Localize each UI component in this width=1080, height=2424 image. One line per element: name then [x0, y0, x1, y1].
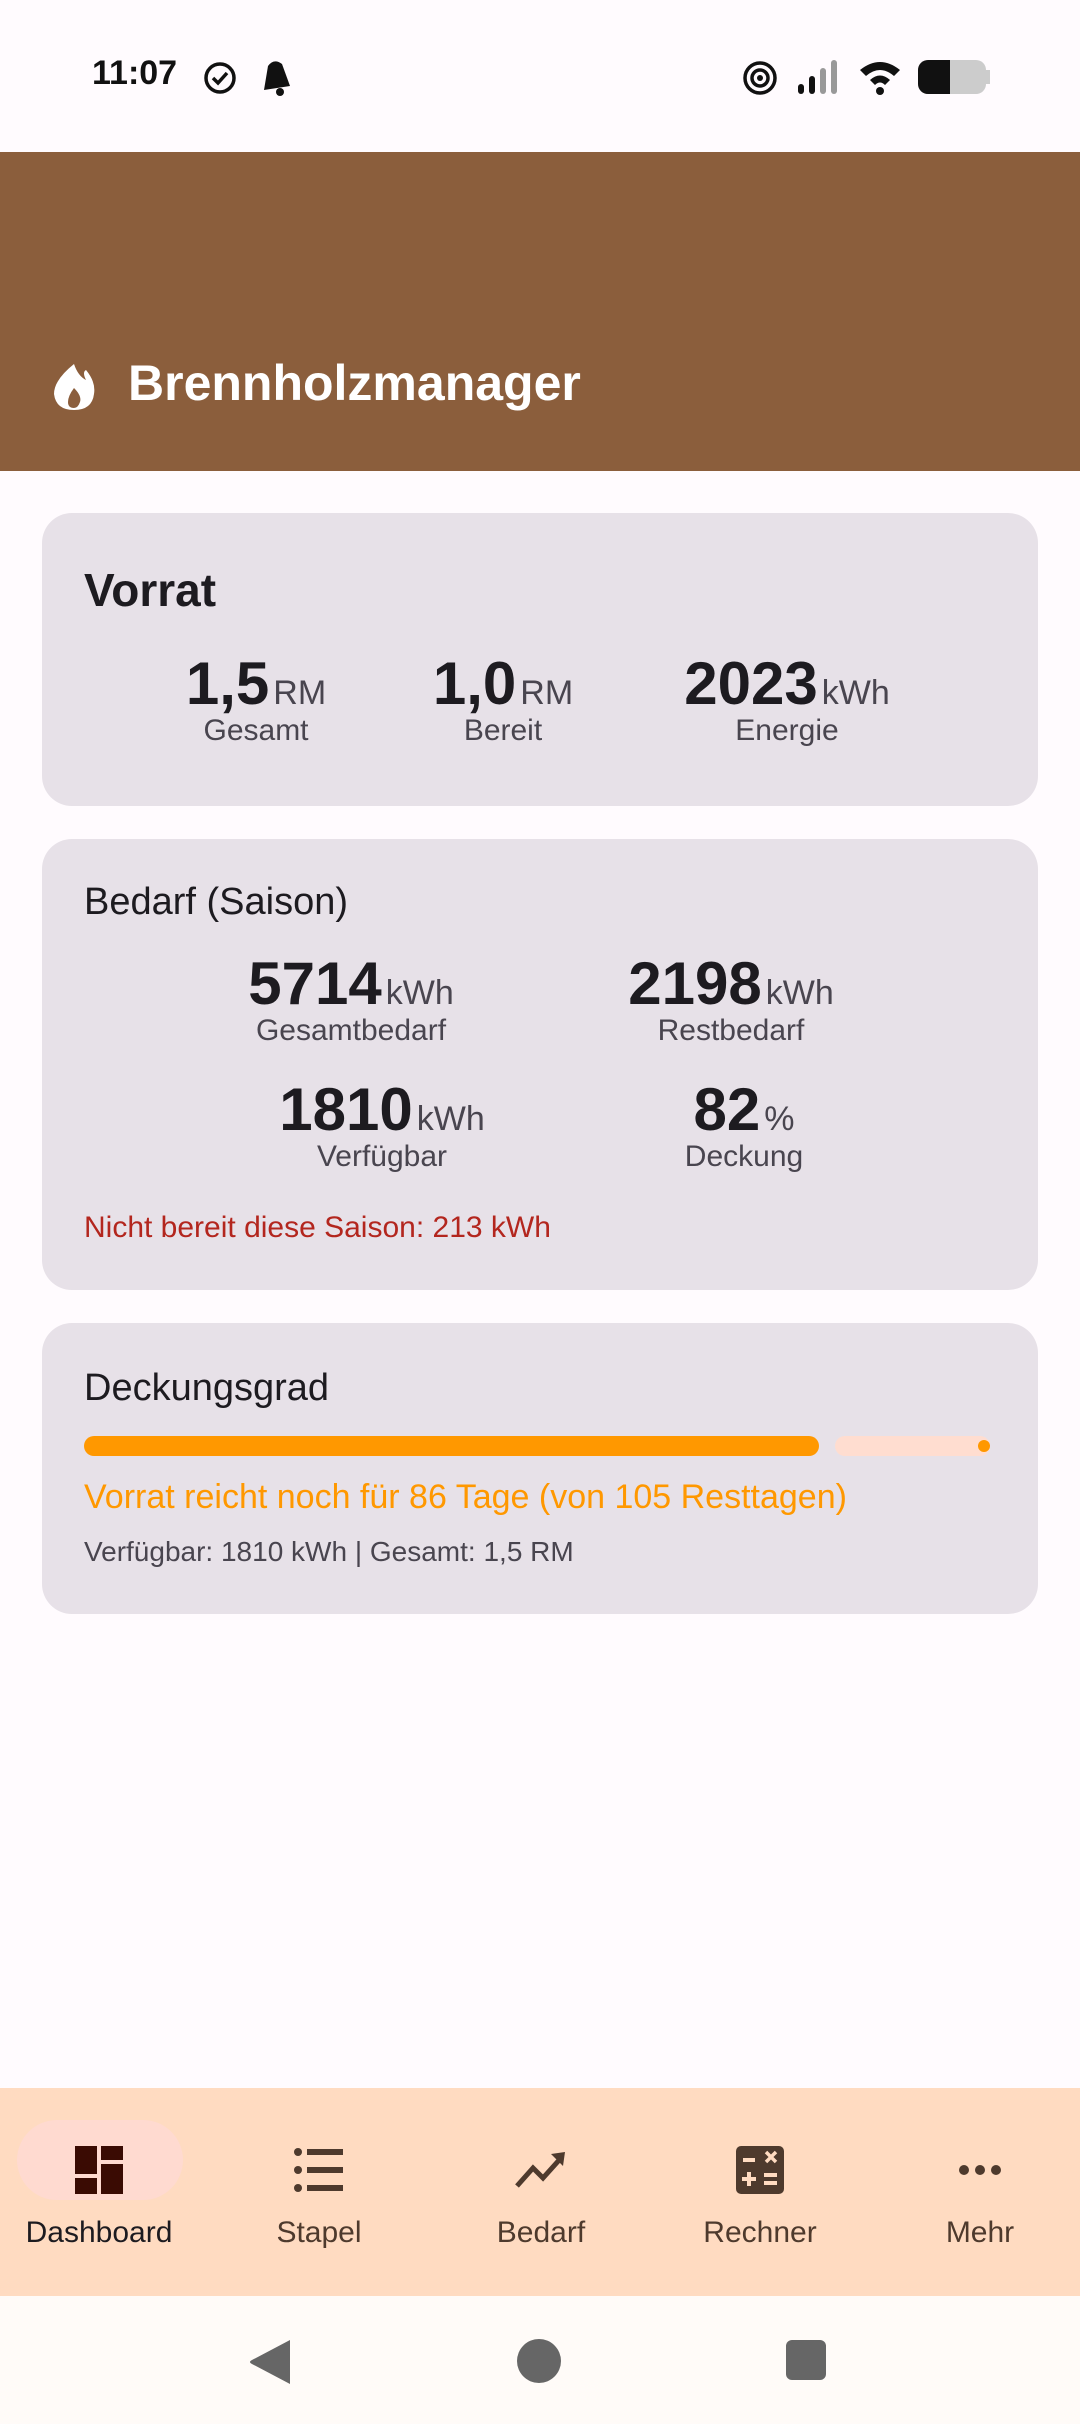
- system-navigation-bar: [0, 2296, 1080, 2424]
- nav-item-stapel[interactable]: Stapel: [219, 2088, 419, 2296]
- signal-icon: [798, 60, 837, 94]
- stat-label: Bereit: [463, 714, 543, 747]
- stat-label: Restbedarf: [657, 1014, 805, 1047]
- bottom-navigation: Dashboard Stapel Bedarf Rechner Mehr: [0, 2088, 1080, 2296]
- fire-icon: [54, 364, 95, 410]
- stat-gesamt: 1,5 RM Gesamt: [186, 649, 326, 748]
- back-icon[interactable]: [248, 2338, 292, 2386]
- nav-label: Bedarf: [496, 2216, 586, 2249]
- nav-item-rechner[interactable]: Rechner: [660, 2088, 860, 2296]
- stat-value: 1,5: [185, 650, 270, 717]
- stat-label: Energie: [735, 714, 839, 747]
- progress-fill: [84, 1436, 819, 1456]
- battery-icon: [918, 60, 990, 94]
- trending-up-icon: [515, 2152, 565, 2188]
- nav-label: Stapel: [276, 2216, 362, 2249]
- home-icon[interactable]: [516, 2338, 562, 2384]
- recents-icon[interactable]: [786, 2340, 828, 2382]
- vorrat-card: Vorrat 1,5 RM Gesamt 1,0 RM Bereit 2023 kWh En…: [42, 513, 1038, 806]
- calculator-icon: [736, 2146, 784, 2194]
- stat-value: 1,0: [432, 650, 517, 717]
- status-time: 11:07: [92, 54, 178, 92]
- deckungsgrad-card: Deckungsgrad Vorrat reicht noch für 86 T…: [42, 1323, 1038, 1614]
- stat-deckung: 82% Deckung: [685, 1075, 803, 1174]
- wifi-icon: [860, 62, 900, 95]
- stat-restbedarf: 2198 kWh Restbedarf: [628, 949, 833, 1048]
- stat-unit: kWh: [416, 1100, 485, 1138]
- more-horiz-icon: [959, 2165, 1001, 2175]
- progress-track: [834, 1436, 990, 1456]
- stat-unit: kWh: [821, 674, 890, 712]
- card-title: Bedarf (Saison): [84, 881, 349, 923]
- stat-value: 1810: [279, 1076, 413, 1143]
- progress-end-dot: [978, 1440, 990, 1452]
- notification-bell-icon: [264, 61, 290, 96]
- list-icon: [294, 2148, 343, 2192]
- stat-unit: RM: [520, 674, 574, 712]
- selected-indicator: [17, 2120, 183, 2200]
- stat-unit: kWh: [765, 974, 834, 1012]
- coverage-detail: Verfügbar: 1810 kWh | Gesamt: 1,5 RM: [84, 1536, 574, 1567]
- card-title: Deckungsgrad: [84, 1367, 330, 1409]
- stat-unit: %: [764, 1100, 795, 1138]
- hotspot-icon: [743, 61, 777, 95]
- nav-label: Rechner: [703, 2216, 817, 2249]
- stat-value: 2198: [628, 950, 762, 1017]
- coverage-progress-bar: [84, 1436, 990, 1456]
- stat-value: 5714: [248, 950, 382, 1017]
- nav-item-mehr[interactable]: Mehr: [880, 2088, 1080, 2296]
- check-circle-icon: [204, 62, 236, 94]
- dashboard-icon: [75, 2146, 123, 2194]
- nav-label: Mehr: [945, 2216, 1015, 2249]
- status-bar: 11:07: [0, 0, 1080, 152]
- stat-bereit: 1,0 RM Bereit: [433, 649, 573, 748]
- coverage-summary: Vorrat reicht noch für 86 Tage (von 105 …: [84, 1478, 847, 1516]
- stat-label: Gesamtbedarf: [255, 1014, 447, 1047]
- app-bar: [0, 152, 1080, 471]
- stat-unit: kWh: [385, 974, 454, 1012]
- stat-value: 82: [693, 1076, 761, 1143]
- stat-value: 2023: [684, 650, 818, 717]
- stat-label: Deckung: [684, 1140, 804, 1173]
- nav-item-dashboard[interactable]: Dashboard: [0, 2088, 199, 2296]
- bedarf-card: Bedarf (Saison) 5714 kWh Gesamtbedarf 2198…: [42, 839, 1038, 1290]
- card-title: Vorrat: [84, 564, 217, 616]
- stat-label: Verfügbar: [316, 1140, 448, 1173]
- nav-label: Dashboard: [25, 2216, 173, 2249]
- stat-energie: 2023 kWh Energie: [684, 649, 889, 748]
- stat-unit: RM: [273, 674, 327, 712]
- app-title: Brennholzmanager: [128, 355, 581, 411]
- stat-verfuegbar: 1810 kWh Verfügbar: [279, 1075, 484, 1174]
- stat-gesamtbedarf: 5714 kWh Gesamtbedarf: [248, 949, 453, 1048]
- nav-item-bedarf[interactable]: Bedarf: [441, 2088, 641, 2296]
- stat-label: Gesamt: [203, 714, 309, 747]
- warning-text: Nicht bereit diese Saison: 213 kWh: [84, 1211, 551, 1244]
